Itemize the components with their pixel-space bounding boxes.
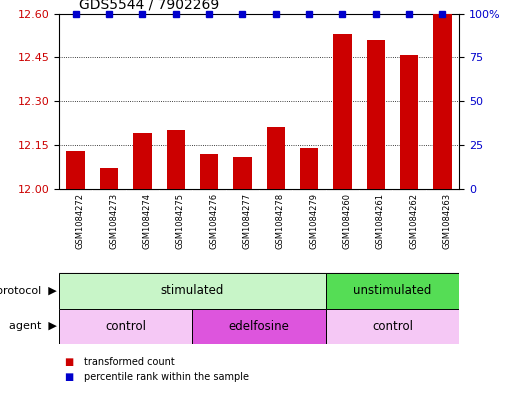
- Bar: [267, 127, 285, 189]
- Text: GSM1084274: GSM1084274: [143, 193, 151, 249]
- Text: edelfosine: edelfosine: [229, 320, 289, 333]
- Bar: [59, 309, 192, 344]
- Text: GSM1084262: GSM1084262: [409, 193, 418, 249]
- Text: control: control: [372, 320, 413, 333]
- Text: GSM1084261: GSM1084261: [376, 193, 385, 249]
- Text: unstimulated: unstimulated: [353, 284, 431, 298]
- Text: ■: ■: [64, 356, 73, 367]
- Bar: [367, 40, 385, 189]
- Text: GSM1084260: GSM1084260: [343, 193, 351, 249]
- Text: GDS5544 / 7902269: GDS5544 / 7902269: [79, 0, 219, 11]
- Bar: [326, 309, 459, 344]
- Text: GSM1084263: GSM1084263: [442, 193, 451, 249]
- Text: GSM1084279: GSM1084279: [309, 193, 318, 249]
- Bar: [192, 309, 326, 344]
- Text: GSM1084272: GSM1084272: [76, 193, 85, 249]
- Text: agent  ▶: agent ▶: [9, 321, 56, 331]
- Bar: [200, 154, 218, 189]
- Bar: [233, 156, 251, 189]
- Text: ■: ■: [64, 372, 73, 382]
- Text: GSM1084275: GSM1084275: [175, 193, 185, 249]
- Bar: [59, 273, 326, 309]
- Bar: [400, 55, 418, 189]
- Text: GSM1084273: GSM1084273: [109, 193, 118, 249]
- Bar: [67, 151, 85, 189]
- Text: GSM1084276: GSM1084276: [209, 193, 218, 249]
- Bar: [326, 273, 459, 309]
- Bar: [100, 168, 118, 189]
- Bar: [333, 34, 351, 189]
- Bar: [167, 130, 185, 189]
- Text: control: control: [105, 320, 146, 333]
- Text: GSM1084277: GSM1084277: [242, 193, 251, 249]
- Text: GSM1084278: GSM1084278: [276, 193, 285, 249]
- Text: stimulated: stimulated: [161, 284, 224, 298]
- Bar: [300, 148, 318, 189]
- Bar: [133, 133, 151, 189]
- Bar: [433, 14, 451, 189]
- Text: transformed count: transformed count: [84, 356, 174, 367]
- Text: protocol  ▶: protocol ▶: [0, 286, 56, 296]
- Text: percentile rank within the sample: percentile rank within the sample: [84, 372, 249, 382]
